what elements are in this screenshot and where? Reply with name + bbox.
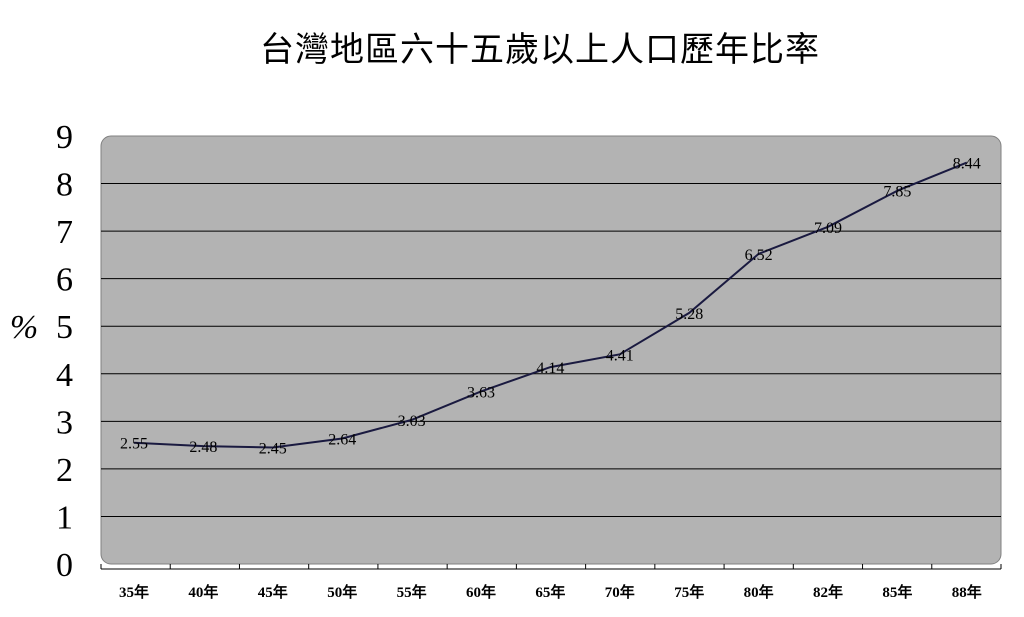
x-tick-label: 80年 [744,583,774,601]
data-label: 3.63 [467,384,495,401]
data-label: 5.28 [675,306,703,323]
y-tick-label: 8 [56,167,73,204]
data-label: 2.64 [328,431,356,448]
x-tick-label: 85年 [882,583,912,601]
data-label: 7.09 [814,220,842,237]
x-tick-label: 40年 [188,583,218,601]
data-label: 2.48 [189,439,217,456]
y-tick-label: 4 [56,357,73,394]
y-axis-ticks: 0 1 2 3 4 5 6 7 8 9 [56,119,73,584]
x-tick-label: 60年 [466,583,496,601]
data-label: 2.55 [120,436,148,453]
x-tick-label: 70年 [605,583,635,601]
x-tick-label: 75年 [674,583,704,601]
x-tick-label: 35年 [119,583,149,601]
y-tick-label: 5 [56,309,73,346]
plot-area [100,135,1002,565]
x-axis: 35年 40年 45年 50年 55年 60年 65年 70年 75年 80年 82年 85年 88年 [100,564,1002,601]
y-tick-label: 1 [56,499,73,536]
data-label: 3.03 [398,413,426,430]
data-label: 6.52 [745,247,773,264]
data-label: 4.41 [606,347,634,364]
y-tick-label: 9 [56,119,73,156]
y-tick-label: 3 [56,404,73,441]
y-axis-label: % [10,309,38,346]
y-tick-label: 0 [56,547,73,584]
x-tick-label: 55年 [397,583,427,601]
data-label: 8.44 [953,156,981,173]
gridlines [101,183,1001,517]
data-label: 2.45 [259,440,287,457]
series-line [133,161,968,449]
x-tick-label: 45年 [258,583,288,601]
y-tick-label: 7 [56,214,73,251]
chart-title: 台灣地區六十五歲以上人口歷年比率 [260,30,820,70]
y-tick-label: 6 [56,262,73,299]
data-label: 4.14 [536,360,564,377]
x-tick-label: 88年 [952,583,982,601]
x-tick-label: 50年 [327,583,357,601]
y-tick-label: 2 [56,452,73,489]
data-label: 7.85 [883,184,911,201]
x-tick-label: 82年 [813,583,843,601]
data-labels: 2.55 2.48 2.45 2.64 3.03 3.63 4.14 4.41 5.28 6.52… [120,156,981,458]
x-tick-label: 65年 [535,583,565,601]
